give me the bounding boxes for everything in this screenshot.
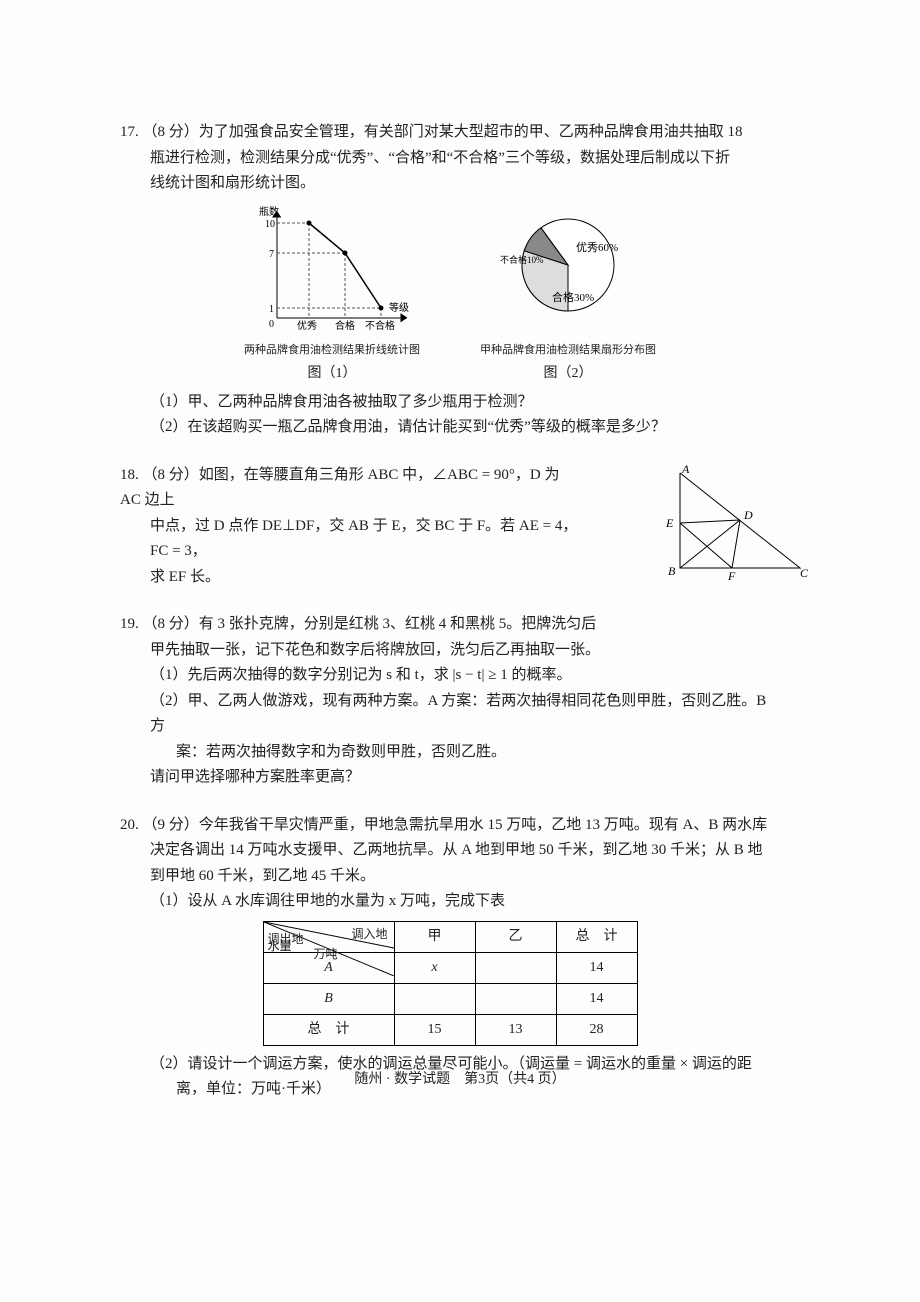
col-h-1: 甲 (394, 921, 475, 952)
cell: 13 (475, 1014, 556, 1045)
line-chart: 瓶数 10 7 1 0 优秀 合格 不合格 等级 两种品牌食用油检测结果折线统计… (244, 203, 420, 386)
q19-l1: 有 3 张扑克牌，分别是红桃 3、红桃 4 和黑桃 5。把牌洗匀后 (199, 616, 597, 632)
q20-points: （9 分） (143, 817, 199, 833)
q17-points: （8 分） (143, 124, 199, 140)
fig2-label: 图（2） (480, 362, 656, 386)
ytick-10: 10 (265, 219, 275, 230)
table-row: B 14 (263, 983, 637, 1014)
diag-top: 调入地 (351, 924, 387, 944)
q19-s3: 请问甲选择哪种方案胜率更高？ (120, 765, 780, 791)
q19-l2: 甲先抽取一张，记下花色和数字后将牌放回，洗匀后乙再抽取一张。 (120, 638, 780, 664)
q17-figures: 瓶数 10 7 1 0 优秀 合格 不合格 等级 两种品牌食用油检测结果折线统计… (120, 203, 780, 386)
q17-sub1: （1）甲、乙两种品牌食用油各被抽取了多少瓶用于检测？ (120, 390, 780, 416)
x-axis-label: 等级 (389, 301, 409, 314)
pt-E: E (665, 516, 674, 530)
pie-chart-svg: 优秀60% 合格30% 不合格10% (498, 203, 638, 333)
q18-l2: 中点，过 D 点作 DE⊥DF，交 AB 于 E，交 BC 于 F。若 AE =… (120, 514, 580, 565)
q18-l3: 求 EF 长。 (120, 565, 580, 591)
q18-number: 18. (120, 467, 139, 483)
y-axis-label: 瓶数 (259, 205, 279, 218)
xtick-2: 合格 (335, 319, 355, 332)
diag-header-cell: 调入地 水量 万吨 调出地 (263, 921, 394, 952)
fig1-label: 图（1） (244, 362, 420, 386)
cell (475, 983, 556, 1014)
col-h-3: 总 计 (556, 921, 637, 952)
ytick-7: 7 (269, 249, 274, 260)
cell: x (394, 952, 475, 983)
slice-label-1: 优秀60% (576, 241, 618, 254)
cell: 14 (556, 952, 637, 983)
question-18: 18. （8 分）如图，在等腰直角三角形 ABC 中，∠ABC = 90°，D … (120, 463, 780, 591)
fig2-caption: 甲种品牌食用油检测结果扇形分布图 (480, 341, 656, 360)
ytick-1: 1 (269, 304, 274, 315)
cell (394, 983, 475, 1014)
q17-sub2: （2）在该超购买一瓶乙品牌食用油，请估计能买到“优秀”等级的概率是多少？ (120, 415, 780, 441)
diag-bottom: 调出地 (268, 929, 304, 949)
q20-table: 调入地 水量 万吨 调出地 甲 乙 总 计 A x 14 B 14 (263, 921, 638, 1046)
q19-s1: （1）先后两次抽得的数字分别记为 s 和 t，求 |s − t| ≥ 1 的概率… (120, 663, 780, 689)
q17-line1: 为了加强食品安全管理，有关部门对某大型超市的甲、乙两种品牌食用油共抽取 18 (199, 124, 743, 140)
q19-number: 19. (120, 616, 139, 632)
page-footer: 随州 · 数学试题 第3页（共4 页） (0, 1068, 920, 1092)
q17-line3: 线统计图和扇形统计图。 (120, 171, 780, 197)
question-19: 19. （8 分）有 3 张扑克牌，分别是红桃 3、红桃 4 和黑桃 5。把牌洗… (120, 612, 780, 791)
q18-figure: A B C D E F (660, 463, 810, 593)
pt-C: C (800, 566, 809, 580)
q18-points: （8 分） (143, 467, 199, 483)
q17-stem: 17. （8 分）为了加强食品安全管理，有关部门对某大型超市的甲、乙两种品牌食用… (120, 120, 780, 146)
q19-s2b: 案：若两次抽得数字和为奇数则甲胜，否则乙胜。 (120, 740, 780, 766)
q20-l2: 决定各调出 14 万吨水支援甲、乙两地抗旱。从 A 地到甲地 50 千米，到乙地… (120, 838, 780, 864)
cell: 14 (556, 983, 637, 1014)
xtick-1: 优秀 (297, 319, 317, 332)
cell (475, 952, 556, 983)
row-h-B: B (263, 983, 394, 1014)
col-h-2: 乙 (475, 921, 556, 952)
pt-B: B (668, 564, 676, 578)
pt-D: D (743, 508, 753, 522)
cell: 15 (394, 1014, 475, 1045)
table-row: 总 计 15 13 28 (263, 1014, 637, 1045)
q17-line2: 瓶进行检测，检测结果分成“优秀”、“合格”和“不合格”三个等级，数据处理后制成以… (120, 146, 780, 172)
triangle-svg: A B C D E F (660, 463, 810, 583)
line-chart-svg: 瓶数 10 7 1 0 优秀 合格 不合格 等级 (247, 203, 417, 333)
pie-chart: 优秀60% 合格30% 不合格10% 甲种品牌食用油检测结果扇形分布图 图（2） (480, 203, 656, 386)
slice-label-2: 合格30% (552, 290, 594, 304)
q20-l1: 今年我省干旱灾情严重，甲地急需抗旱用水 15 万吨，乙地 13 万吨。现有 A、… (199, 817, 767, 833)
pt-A: A (681, 463, 690, 476)
question-17: 17. （8 分）为了加强食品安全管理，有关部门对某大型超市的甲、乙两种品牌食用… (120, 120, 780, 441)
q20-number: 20. (120, 817, 139, 833)
row-h-sum: 总 计 (263, 1014, 394, 1045)
q20-s1: （1）设从 A 水库调往甲地的水量为 x 万吨，完成下表 (120, 889, 780, 915)
exam-page: 17. （8 分）为了加强食品安全管理，有关部门对某大型超市的甲、乙两种品牌食用… (0, 0, 920, 1302)
pt-F: F (727, 569, 736, 583)
fig1-caption: 两种品牌食用油检测结果折线统计图 (244, 341, 420, 360)
q18-text: 18. （8 分）如图，在等腰直角三角形 ABC 中，∠ABC = 90°，D … (120, 463, 580, 591)
diag-unit: 万吨 (314, 944, 338, 964)
cell: 28 (556, 1014, 637, 1045)
q20-l3: 到甲地 60 千米，到乙地 45 千米。 (120, 864, 780, 890)
xtick-3: 不合格 (365, 319, 395, 332)
table-row: 调入地 水量 万吨 调出地 甲 乙 总 计 (263, 921, 637, 952)
question-20: 20. （9 分）今年我省干旱灾情严重，甲地急需抗旱用水 15 万吨，乙地 13… (120, 813, 780, 1103)
ytick-0: 0 (269, 319, 274, 330)
slice-label-3: 不合格10% (500, 254, 544, 265)
q19-points: （8 分） (143, 616, 199, 632)
q19-s2a: （2）甲、乙两人做游戏，现有两种方案。A 方案：若两次抽得相同花色则甲胜，否则乙… (120, 689, 780, 740)
q17-number: 17. (120, 124, 139, 140)
